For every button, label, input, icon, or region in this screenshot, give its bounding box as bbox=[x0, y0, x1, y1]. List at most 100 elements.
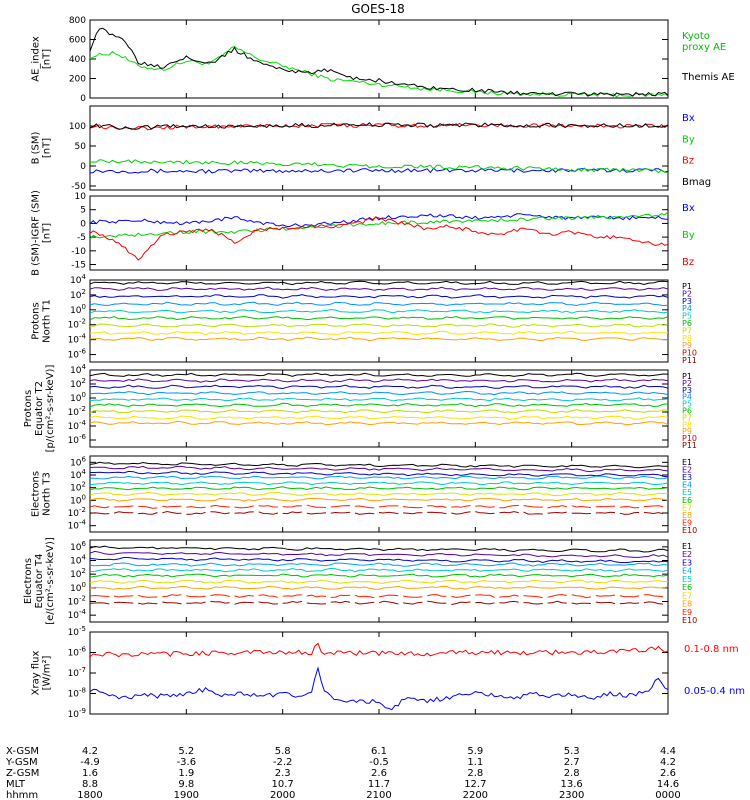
legend-entry: P8 bbox=[682, 334, 692, 343]
y-tick-label: 10-2 bbox=[68, 318, 86, 331]
time-axis-value-mlt: 14.6 bbox=[657, 779, 679, 790]
series-line-e2 bbox=[90, 550, 668, 558]
series-line-e3 bbox=[90, 557, 668, 564]
y-tick-label: 10-4 bbox=[68, 419, 87, 432]
time-axis-hhmm: 0000 bbox=[655, 790, 680, 800]
series-line-p8 bbox=[90, 415, 668, 420]
panel-bigrf: 10 5 0 -5 -10 -15 B (SM)-IGRF (SM) [nT] Bx By Bz bbox=[31, 190, 695, 276]
legend-entry: E7 bbox=[682, 503, 692, 512]
series-line-p1 bbox=[90, 372, 668, 377]
series-line-p5 bbox=[90, 309, 668, 314]
series-line-kyotoproxyae bbox=[90, 45, 668, 98]
series-line-e1 bbox=[90, 461, 668, 469]
legend-entry: P9 bbox=[682, 427, 692, 436]
legend-entry: P2 bbox=[682, 289, 692, 298]
legend-entry: E2 bbox=[682, 550, 692, 559]
panel-frame bbox=[89, 631, 669, 715]
series-line-e4 bbox=[90, 562, 668, 567]
legend-entry: Bmag bbox=[682, 177, 711, 188]
time-axis-value-y_gsm: -3.6 bbox=[177, 757, 197, 768]
legend-entry: E4 bbox=[682, 567, 692, 576]
series-line-by bbox=[90, 211, 668, 240]
legend-entry: P1 bbox=[682, 282, 692, 291]
legend-entry: Bz bbox=[682, 257, 694, 268]
y-tick-label: 10-7 bbox=[68, 666, 86, 679]
legend-entry: P3 bbox=[682, 297, 692, 306]
legend-entry: P5 bbox=[682, 400, 692, 409]
legend-entry-themis: Themis AE bbox=[681, 72, 735, 83]
series-line-e3 bbox=[90, 470, 668, 478]
y-axis-label: Electrons bbox=[23, 558, 34, 604]
time-axis-hhmm: 1900 bbox=[174, 790, 199, 800]
time-axis-value-y_gsm: -0.5 bbox=[369, 757, 389, 768]
series-line-bz bbox=[90, 122, 668, 131]
time-axis-value-mlt: 12.7 bbox=[464, 779, 486, 790]
y-tick-label: 10-4 bbox=[68, 333, 87, 346]
legend-entry: 0.05-0.4 nm bbox=[684, 686, 745, 697]
legend-entry: E2 bbox=[682, 466, 692, 475]
y-axis-label: Equator T2 bbox=[34, 381, 45, 436]
time-axis-hhmm: 2300 bbox=[559, 790, 584, 800]
y-axis-label: Equator T4 bbox=[34, 554, 45, 609]
time-axis-value-y_gsm: -2.2 bbox=[273, 757, 293, 768]
y-axis-label: Xray flux bbox=[31, 651, 42, 696]
series-line-00504nm bbox=[90, 666, 668, 711]
time-axis-value-x_gsm: 5.2 bbox=[178, 746, 194, 757]
time-axis-hhmm: 1800 bbox=[77, 790, 102, 800]
legend-entry: P1 bbox=[682, 372, 692, 381]
legend-entry: E3 bbox=[682, 473, 692, 482]
y-tick-label: 0 bbox=[80, 162, 86, 172]
time-axis-value-y_gsm: -4.9 bbox=[80, 757, 100, 768]
y-axis-label: [W/m²] bbox=[42, 655, 53, 690]
y-tick-label: 10-2 bbox=[68, 506, 86, 519]
y-tick-label: 100 bbox=[70, 493, 86, 506]
series-line-p1 bbox=[90, 280, 668, 286]
legend-entry: E6 bbox=[682, 496, 692, 505]
series-line-p7 bbox=[90, 409, 668, 414]
y-tick-label: 100 bbox=[69, 122, 86, 132]
y-tick-label: 10-9 bbox=[68, 707, 86, 720]
y-tick-label: 10-5 bbox=[68, 625, 86, 638]
time-axis-value-mlt: 13.6 bbox=[561, 779, 583, 790]
legend-entry: P10 bbox=[682, 349, 697, 358]
series-line-p2 bbox=[90, 286, 668, 291]
y-tick-label: 10-4 bbox=[68, 519, 87, 532]
legend-entry: By bbox=[682, 134, 695, 145]
legend-entry: E4 bbox=[682, 481, 692, 490]
y-axis-label: Electrons bbox=[31, 471, 42, 517]
panel-xray: 10-5 10-6 10-7 10-8 10-9 Xray flux [W/m²] 0.1-0… bbox=[31, 625, 746, 720]
series-line-p3 bbox=[90, 294, 668, 299]
time-axis-hhmm: 2100 bbox=[366, 790, 391, 800]
series-line-p4 bbox=[90, 301, 668, 307]
time-axis-value-mlt: 9.8 bbox=[178, 779, 194, 790]
time-axis-value-x_gsm: 5.3 bbox=[564, 746, 580, 757]
y-tick-label: 102 bbox=[70, 567, 86, 580]
y-tick-label: 104 bbox=[70, 273, 86, 286]
series-line-themisae bbox=[90, 27, 668, 97]
y-axis-label: AE_index bbox=[31, 36, 42, 82]
time-axis-row-label: Y-GSM bbox=[5, 757, 38, 768]
legend-entry: P10 bbox=[682, 434, 697, 443]
y-tick-label: 106 bbox=[70, 455, 86, 468]
y-tick-label: 104 bbox=[70, 554, 86, 567]
y-tick-label: 100 bbox=[70, 391, 86, 404]
panel-bsm: 100 50 0 -50 B (SM) [nT] Bx By Bz Bmag bbox=[31, 105, 711, 192]
series-line-p2 bbox=[90, 378, 668, 383]
legend-entry: P4 bbox=[682, 393, 692, 402]
series-line-p7 bbox=[90, 323, 668, 328]
series-line-p6 bbox=[90, 315, 668, 321]
plot-title: GOES-18 bbox=[351, 2, 405, 16]
series-line-p4 bbox=[90, 390, 668, 396]
legend-entry: P9 bbox=[682, 341, 692, 350]
panel-frame bbox=[89, 279, 669, 363]
y-tick-label: 0 bbox=[80, 219, 86, 229]
time-axis-value-x_gsm: 6.1 bbox=[371, 746, 387, 757]
time-axis-row-label: X-GSM bbox=[6, 746, 39, 757]
legend-entry: E10 bbox=[682, 616, 697, 625]
series-line-bmag bbox=[90, 122, 668, 130]
